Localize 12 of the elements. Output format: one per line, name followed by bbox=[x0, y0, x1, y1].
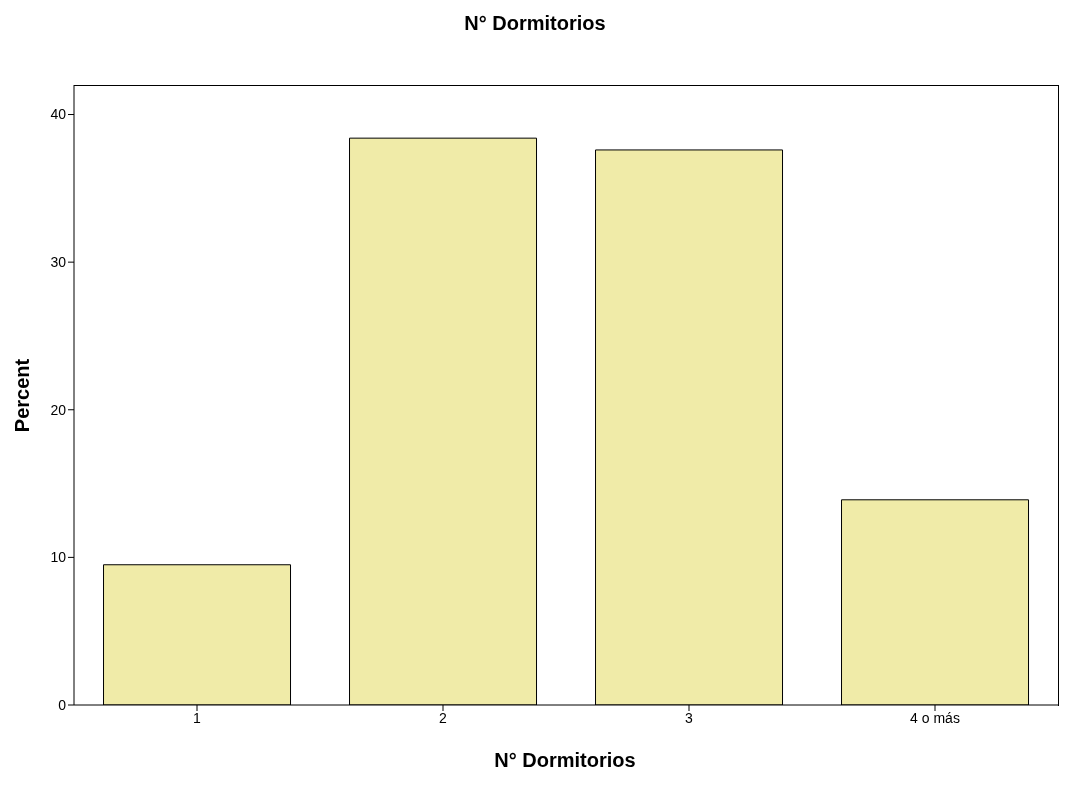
y-tick-label: 10 bbox=[50, 549, 67, 566]
y-tick-label: 20 bbox=[50, 401, 67, 418]
chart-title: N° Dormitorios bbox=[463, 12, 607, 35]
x-tick-label: 2 bbox=[439, 709, 448, 726]
y-axis-title: Percent bbox=[11, 358, 35, 432]
y-tick-label: 40 bbox=[50, 106, 67, 123]
x-tick-label: 3 bbox=[685, 709, 694, 726]
x-axis-title: N° Dormitorios bbox=[493, 749, 637, 772]
y-tick-label: 30 bbox=[50, 254, 67, 271]
x-tick-label: 4 o más bbox=[910, 709, 960, 726]
y-tick-label: 0 bbox=[58, 696, 67, 713]
x-tick-label: 1 bbox=[193, 709, 202, 726]
